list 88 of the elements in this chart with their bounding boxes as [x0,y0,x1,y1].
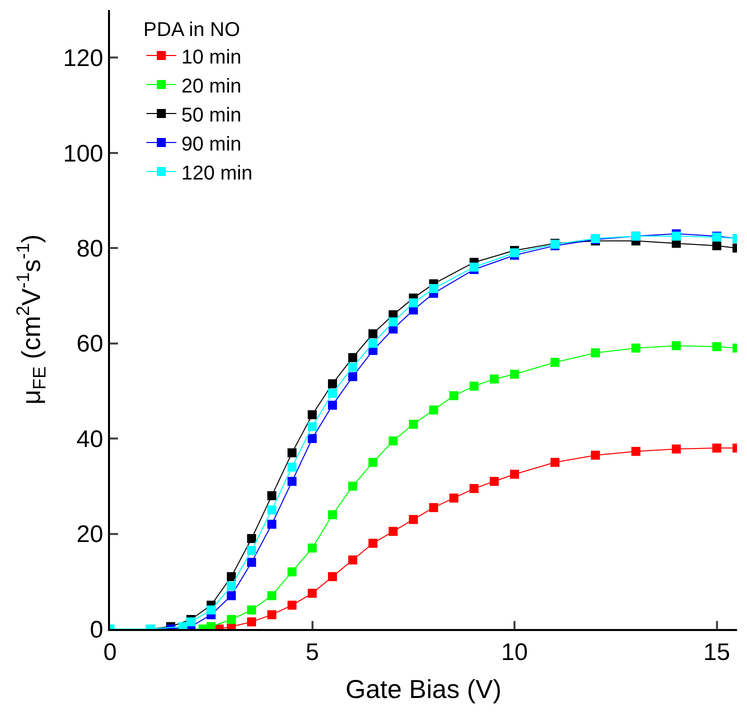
point [449,391,458,400]
point [267,505,276,514]
point [328,400,337,410]
point [348,555,358,564]
legend-label: 10 min [181,46,242,68]
point [429,284,438,294]
x-tick-label: 15 [703,638,730,666]
point [712,444,722,453]
point [631,446,640,456]
point [267,610,276,620]
point [247,546,256,555]
point [288,476,297,486]
point [288,462,297,472]
point [470,382,479,391]
point [348,372,358,382]
point [408,514,418,524]
point [247,617,256,626]
legend-label: 20 min [181,75,242,98]
point [328,572,337,582]
legend-label: 50 min [181,104,242,126]
point [490,476,499,486]
x-axis-title: Gate Bias (V) [345,674,502,704]
point [328,510,337,520]
point [490,374,499,384]
point [470,484,479,494]
point [226,614,236,624]
legend-title: PDA in NO [143,19,240,41]
point [328,379,337,388]
point [288,567,297,576]
point [267,520,276,529]
point [388,436,398,446]
point [550,358,560,367]
point [328,388,337,398]
point [712,241,722,250]
point [308,588,317,598]
y-tick-label: 0 [90,616,104,644]
point [247,558,256,567]
point [348,482,358,491]
point [550,458,560,467]
point [348,353,358,362]
point [408,298,418,308]
point [226,591,236,600]
point [288,448,297,458]
y-tick-label: 20 [76,521,104,548]
point [308,422,317,432]
point [712,342,722,352]
x-tick-label: 10 [501,638,528,666]
point [226,572,236,582]
point [510,470,520,479]
point [510,248,520,258]
point [408,420,418,429]
point [348,362,358,372]
point [672,444,681,454]
y-tick-label: 120 [63,45,104,72]
point [368,458,378,467]
point [590,348,600,358]
point [672,341,681,350]
point [510,370,520,379]
point [368,538,378,548]
point [247,605,256,614]
point [288,600,297,610]
x-tick-label: 5 [306,638,319,666]
legend-label: 90 min [181,133,242,156]
point [631,344,640,353]
point [388,317,398,326]
point [186,617,196,626]
y-tick-label: 80 [76,235,104,262]
y-tick-label: 40 [76,426,104,453]
point [267,591,276,600]
y-tick-label: 100 [63,140,104,168]
point [308,544,317,553]
point [449,494,458,503]
point [206,605,216,614]
point [368,338,378,348]
point [267,491,276,500]
point [470,262,479,272]
point [590,450,600,460]
point [247,534,256,544]
point [368,329,378,338]
point [672,232,681,241]
point [308,434,317,444]
point [308,410,317,420]
point [429,405,438,414]
point [388,526,398,536]
point [429,503,438,512]
point [226,582,236,591]
legend-label: 120 min [181,162,253,184]
y-tick-label: 60 [76,330,104,358]
